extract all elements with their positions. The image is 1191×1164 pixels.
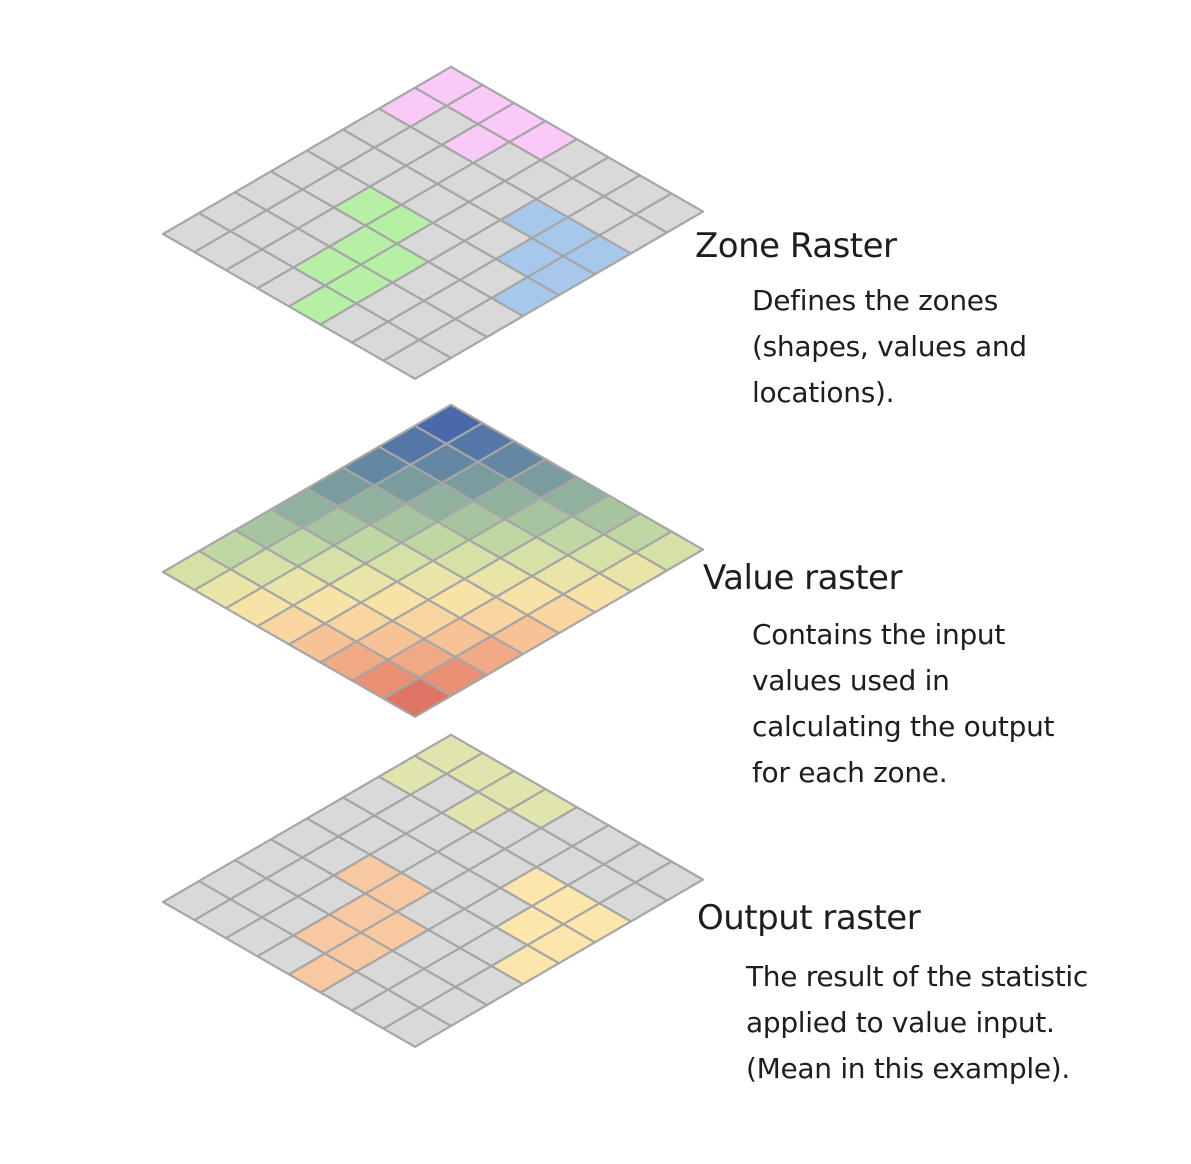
zone-raster-title: Zone Raster — [695, 226, 897, 266]
zone-raster-description-line: locations). — [752, 370, 1027, 416]
output-raster-title: Output raster — [697, 898, 920, 938]
value-raster-description: Contains the input values used in calcul… — [752, 612, 1054, 796]
value-raster-title: Value raster — [703, 558, 902, 598]
zone-raster-grid — [163, 67, 703, 379]
value-raster-description-line: values used in — [752, 658, 1054, 704]
zone-raster-description-line: Defines the zones — [752, 278, 1027, 324]
value-raster-grid — [163, 405, 703, 717]
zone-raster-description: Defines the zones (shapes, values and lo… — [752, 278, 1027, 416]
output-raster-description-line: (Mean in this example). — [746, 1046, 1088, 1092]
value-raster-description-line: Contains the input — [752, 612, 1054, 658]
value-raster-description-line: calculating the output — [752, 704, 1054, 750]
value-raster-description-line: for each zone. — [752, 750, 1054, 796]
zone-raster-description-line: (shapes, values and — [752, 324, 1027, 370]
output-raster-grid — [163, 735, 703, 1047]
output-raster-description-line: applied to value input. — [746, 1000, 1088, 1046]
output-raster-description-line: The result of the statistic — [746, 954, 1088, 1000]
output-raster-description: The result of the statistic applied to v… — [746, 954, 1088, 1092]
